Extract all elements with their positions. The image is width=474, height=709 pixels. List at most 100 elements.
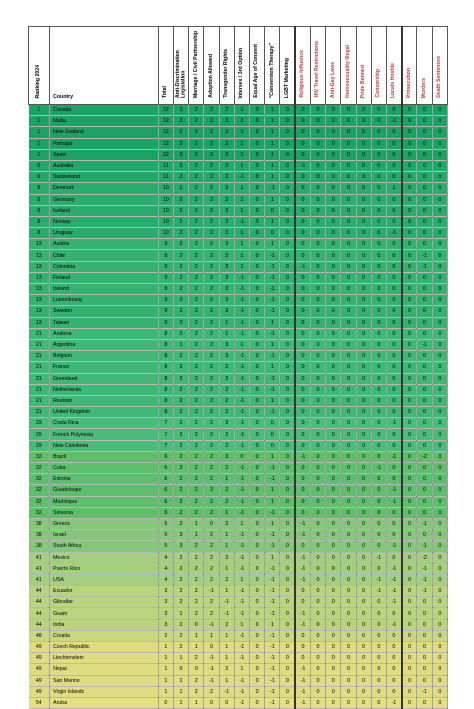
value-cell: 0 <box>249 563 266 575</box>
value-cell: 0 <box>325 138 342 150</box>
value-cell: -1 <box>371 462 387 475</box>
value-cell: 0 <box>249 529 266 542</box>
table-row: 1 Spain 12 3 2 2 3 1 0 1 0 0 0 0 0 0 0 0 0 0 0 <box>28 149 449 161</box>
value-cell: 2 <box>173 305 190 318</box>
value-cell: 3 <box>158 607 174 620</box>
table-row: 21 Andorra 8 3 2 2 1 -1 0 -1 0 0 0 0 0 0 0 0 0 0 0 <box>28 327 449 340</box>
value-cell: 2 <box>219 361 235 374</box>
table-row: 13 Chile 9 2 2 2 3 1 0 -1 0 0 0 0 0 0 0 0 0 -1 0 <box>28 249 449 262</box>
value-cell: 0 <box>356 194 372 206</box>
country-cell: Martinique <box>49 496 159 508</box>
value-cell: 0 <box>356 294 372 307</box>
value-cell: 0 <box>400 305 418 318</box>
value-cell: 0 <box>386 517 403 531</box>
value-cell: 0 <box>400 563 418 575</box>
value-cell: 2 <box>203 350 220 363</box>
table-row: 49 Czech Republic 1 2 1 0 1 -1 0 -1 0 0 0 0 0 0 0 0 0 0 0 <box>28 640 449 654</box>
value-cell: 0 <box>325 417 342 430</box>
header-col: Total <box>157 26 174 105</box>
value-cell: 0 <box>432 294 449 307</box>
value-cell: 0 <box>356 384 372 396</box>
value-cell: 1 <box>173 675 190 687</box>
country-cell: Ireland <box>49 283 159 296</box>
value-cell: -1 <box>371 585 387 598</box>
value-cell: 0 <box>400 484 418 497</box>
value-cell: 3 <box>219 227 235 240</box>
value-cell: 0 <box>386 138 403 150</box>
value-cell: 10 <box>158 182 174 195</box>
value-cell: 0 <box>400 384 418 396</box>
value-cell: 0 <box>356 585 372 598</box>
value-cell: -1 <box>371 574 387 587</box>
value-cell: 0 <box>294 138 311 150</box>
value-cell: 2 <box>173 428 190 441</box>
value-cell: 0 <box>371 327 387 340</box>
value-cell: -1 <box>203 675 220 687</box>
value-cell: 2 <box>173 417 190 430</box>
value-cell: 0 <box>340 261 357 273</box>
value-cell: 8 <box>158 350 174 363</box>
value-cell: 0 <box>249 261 266 273</box>
value-cell: 2 <box>219 462 235 475</box>
value-cell: 0 <box>249 294 266 307</box>
value-cell: 2 <box>188 126 205 139</box>
value-cell: 0 <box>310 115 327 128</box>
rank-cell: 13 <box>28 294 51 307</box>
value-cell: 0 <box>386 395 403 408</box>
value-cell: 0 <box>371 272 387 285</box>
value-cell: 0 <box>340 205 357 217</box>
value-cell: 2 <box>203 272 220 285</box>
value-cell: 0 <box>249 339 266 352</box>
value-cell: 1 <box>264 138 281 150</box>
value-cell: 0 <box>173 663 190 676</box>
value-cell: 1 <box>173 686 190 698</box>
value-cell: 0 <box>386 686 403 698</box>
value-cell: -1 <box>234 696 251 709</box>
table-row: 13 Sweden 9 2 2 2 3 -1 0 -1 0 0 0 0 0 0 0 0 0 0 0 <box>28 305 449 318</box>
value-cell: 2 <box>203 529 220 542</box>
value-cell: 8 <box>158 384 174 396</box>
value-cell: 2 <box>173 373 190 385</box>
value-cell: 0 <box>325 607 342 620</box>
rank-cell: 1 <box>28 104 51 117</box>
value-cell: 2 <box>203 149 220 161</box>
value-cell: 2 <box>188 249 205 262</box>
value-cell: 0 <box>371 115 387 128</box>
value-cell: 1 <box>219 327 235 340</box>
value-cell: 0 <box>400 428 418 441</box>
value-cell: 0 <box>432 450 449 464</box>
value-cell: 9 <box>158 261 174 273</box>
value-cell: -1 <box>264 563 281 575</box>
value-cell: 0 <box>249 104 266 117</box>
value-cell: -1 <box>234 551 251 564</box>
value-cell: 0 <box>279 238 296 251</box>
table-row: 13 Finland 9 2 2 2 3 -1 0 -1 0 0 0 0 0 0 0 0 0 0 0 <box>28 272 449 285</box>
value-cell: -2 <box>416 551 433 564</box>
rank-cell: 1 <box>28 126 51 139</box>
value-cell: 0 <box>249 159 266 173</box>
country-cell: Colombia <box>49 261 159 273</box>
value-cell: 1 <box>234 574 251 587</box>
value-cell: 10 <box>158 194 174 206</box>
value-cell: 0 <box>371 629 387 643</box>
value-cell: 0 <box>249 663 266 676</box>
rank-cell: 21 <box>28 384 51 396</box>
value-cell: 0 <box>279 317 296 329</box>
value-cell: -1 <box>264 384 281 396</box>
country-cell: USA <box>49 574 159 587</box>
value-cell: 0 <box>356 652 372 665</box>
value-cell: 0 <box>356 238 372 251</box>
value-cell: 0 <box>325 104 342 117</box>
value-cell: 2 <box>188 115 205 128</box>
value-cell: -1 <box>264 507 281 519</box>
value-cell: 0 <box>310 395 327 408</box>
value-cell: 0 <box>356 350 372 363</box>
rank-cell: 38 <box>28 540 51 553</box>
value-cell: 0 <box>356 496 372 508</box>
value-cell: 0 <box>356 428 372 441</box>
value-cell: 0 <box>386 428 403 441</box>
value-cell: -1 <box>416 339 433 352</box>
value-cell: -1 <box>203 652 220 665</box>
value-cell: -1 <box>386 227 403 240</box>
value-cell: 2 <box>173 205 190 217</box>
